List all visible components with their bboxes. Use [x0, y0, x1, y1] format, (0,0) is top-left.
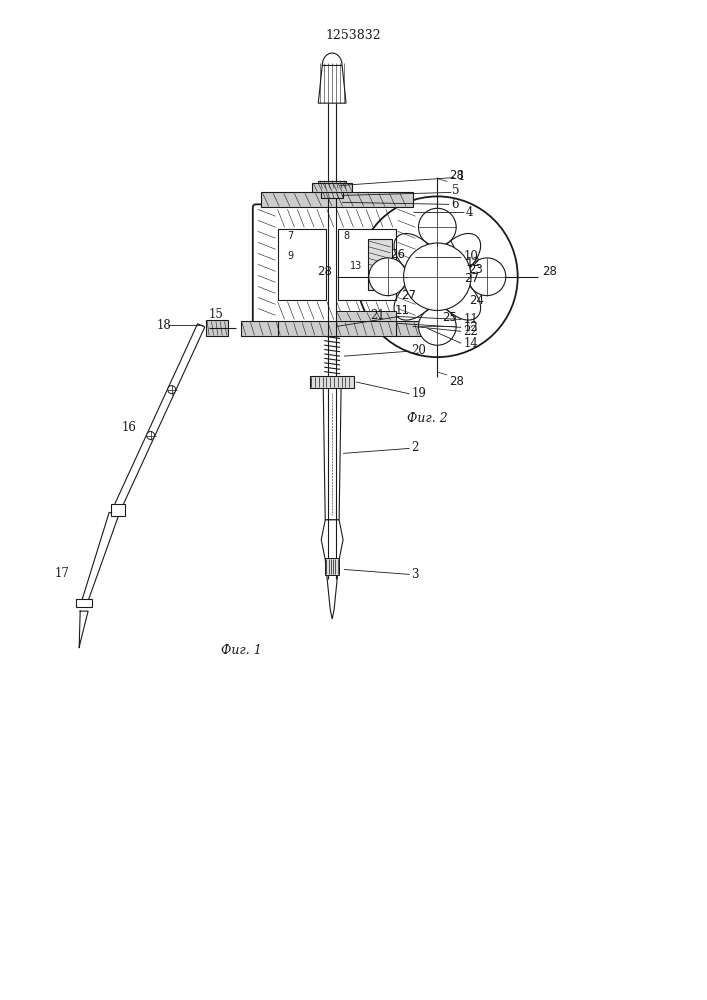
Bar: [310, 376, 354, 388]
Polygon shape: [81, 512, 119, 604]
Text: 20: 20: [411, 344, 426, 357]
Bar: [312, 183, 352, 192]
Text: 24: 24: [469, 294, 484, 307]
Text: 1: 1: [457, 170, 464, 183]
Bar: [241, 321, 433, 336]
Text: Фиг. 1: Фиг. 1: [221, 644, 262, 657]
Text: 27: 27: [402, 289, 416, 302]
Polygon shape: [79, 611, 88, 648]
Text: 14: 14: [463, 337, 478, 350]
Text: 28: 28: [449, 169, 464, 182]
Text: 9: 9: [288, 251, 293, 261]
Text: 8: 8: [343, 231, 349, 241]
Bar: [368, 239, 392, 290]
Text: 21: 21: [370, 309, 385, 322]
Circle shape: [412, 252, 462, 302]
Text: 2: 2: [411, 441, 419, 454]
Text: 28: 28: [542, 265, 557, 278]
Text: Фиг. 2: Фиг. 2: [407, 412, 448, 425]
Text: 4: 4: [466, 206, 474, 219]
Bar: [336, 311, 396, 321]
Text: 5: 5: [452, 184, 460, 197]
Bar: [278, 229, 326, 300]
Text: 13: 13: [350, 261, 362, 271]
Circle shape: [468, 258, 506, 296]
Text: 11: 11: [463, 313, 478, 326]
Polygon shape: [113, 324, 205, 511]
Text: 19: 19: [411, 387, 426, 400]
Text: 7: 7: [288, 231, 294, 241]
Circle shape: [419, 208, 456, 246]
Circle shape: [357, 196, 518, 357]
Circle shape: [369, 258, 407, 296]
Text: 17: 17: [54, 567, 69, 580]
Polygon shape: [323, 388, 341, 520]
Bar: [111, 504, 125, 516]
Text: 28: 28: [317, 265, 332, 278]
Text: 1253832: 1253832: [325, 29, 381, 42]
Circle shape: [146, 432, 155, 439]
Text: 23: 23: [468, 263, 483, 276]
FancyBboxPatch shape: [253, 204, 421, 324]
Text: 15: 15: [208, 308, 223, 321]
Polygon shape: [318, 65, 346, 103]
Bar: [338, 229, 396, 300]
Text: 28: 28: [449, 375, 464, 388]
Bar: [76, 599, 92, 607]
Text: 27: 27: [464, 272, 479, 285]
Circle shape: [419, 308, 456, 345]
Circle shape: [168, 386, 175, 394]
Text: 25: 25: [443, 311, 457, 324]
Text: 22: 22: [463, 325, 478, 338]
Bar: [325, 558, 339, 575]
Text: 3: 3: [411, 568, 419, 581]
Bar: [318, 181, 346, 188]
Text: 11: 11: [395, 304, 410, 317]
Text: 16: 16: [122, 421, 136, 434]
Text: 10: 10: [463, 250, 478, 263]
Text: 6: 6: [451, 198, 459, 211]
Text: 18: 18: [156, 319, 171, 332]
Polygon shape: [321, 520, 343, 619]
Text: 12: 12: [463, 321, 478, 334]
Text: 26: 26: [390, 248, 405, 261]
Bar: [261, 192, 412, 207]
Bar: [206, 320, 228, 336]
Text: 12: 12: [466, 256, 481, 269]
Bar: [321, 192, 343, 198]
Circle shape: [404, 243, 471, 311]
